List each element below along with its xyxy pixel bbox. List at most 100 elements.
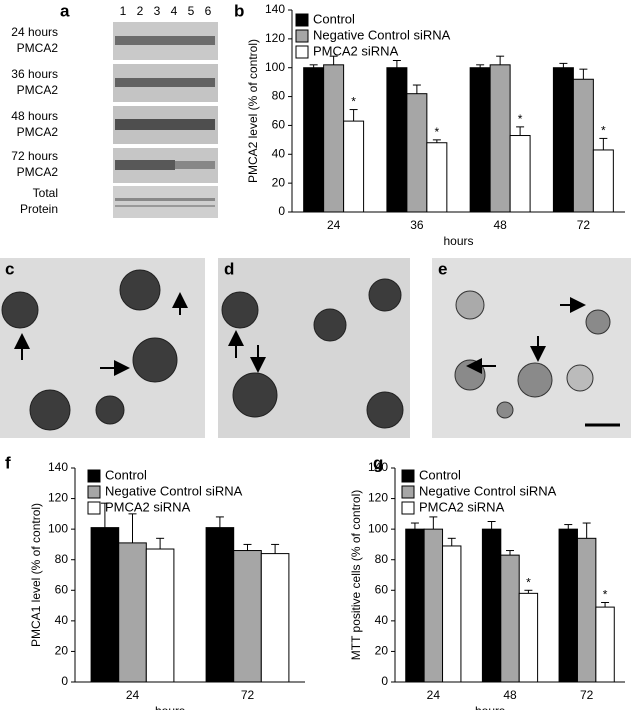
row-label: Protein [20,202,58,216]
lane-label: 1 [120,4,127,18]
y-axis-label: PMCA1 level (% of control) [29,503,43,647]
x-tick-label: 72 [241,688,255,702]
x-tick-label: 48 [493,218,507,232]
row-label: PMCA2 [17,165,59,179]
legend-label: Control [419,467,461,482]
y-tick-label: 60 [272,118,286,132]
row-label: PMCA2 [17,83,59,97]
y-tick-label: 80 [55,552,69,566]
y-axis-label: MTT positive cells (% of control) [349,490,363,661]
bar [205,527,235,683]
x-tick-label: 24 [126,688,140,702]
legend-swatch [401,485,415,499]
significance-mark: * [351,95,356,109]
lane-label: 6 [205,4,212,18]
lane-label: 3 [154,4,161,18]
x-tick-label: 24 [327,218,341,232]
legend-label: Negative Control siRNA [419,483,557,498]
y-tick-label: 140 [265,2,285,16]
bar [489,64,511,213]
legend-label: PMCA2 siRNA [313,43,399,58]
legend-label: Control [313,11,355,26]
x-tick-label: 48 [503,688,517,702]
panel-letter: e [438,259,447,278]
panel-letter: g [373,453,383,472]
panel-letter: f [5,453,11,472]
y-tick-label: 20 [55,644,69,658]
legend-swatch [87,501,101,515]
bar [595,606,615,683]
legend-swatch [295,13,309,27]
y-tick-label: 80 [375,552,389,566]
y-tick-label: 0 [278,204,285,218]
row-label: PMCA2 [17,125,59,139]
bar [118,542,147,683]
significance-mark: * [601,124,606,138]
y-tick-label: 120 [48,491,68,505]
x-tick-label: 36 [410,218,424,232]
bar [303,67,325,213]
y-tick-label: 20 [272,175,286,189]
bar [558,528,578,683]
row-label: 24 hours [11,25,58,39]
bar [323,64,345,213]
significance-mark: * [526,575,531,589]
bar [481,528,502,683]
row-label: 48 hours [11,109,58,123]
bar [90,527,120,683]
bar [343,120,365,213]
y-tick-label: 120 [265,31,285,45]
significance-mark: * [435,125,440,139]
legend-swatch [295,45,309,59]
bar [592,149,614,213]
legend-label: PMCA2 siRNA [105,499,191,514]
bar [572,78,594,213]
bar [442,545,462,683]
legend-swatch [401,501,415,515]
legend-label: PMCA2 siRNA [419,499,505,514]
y-tick-label: 40 [272,146,286,160]
y-tick-label: 0 [381,674,388,688]
bar [426,142,448,213]
significance-mark: * [518,112,523,126]
blot-images [113,22,218,218]
bar [145,548,175,683]
legend-label: Negative Control siRNA [105,483,243,498]
row-label: 36 hours [11,67,58,81]
y-tick-label: 100 [368,521,388,535]
y-tick-label: 60 [55,582,69,596]
y-tick-label: 140 [368,460,388,474]
bar [509,135,531,213]
y-tick-label: 120 [368,491,388,505]
bar [500,554,520,683]
y-tick-label: 100 [265,60,285,74]
legend-swatch [87,469,101,483]
x-axis-label: hours [443,234,473,248]
panel-letter: d [224,259,234,278]
row-label: Total [33,186,58,200]
legend-swatch [295,29,309,43]
bar [405,528,425,683]
lane-label: 4 [171,4,178,18]
lane-label: 5 [188,4,195,18]
row-label: 72 hours [11,149,58,163]
bar [260,553,290,683]
y-tick-label: 60 [375,582,389,596]
y-tick-label: 40 [55,613,69,627]
y-tick-label: 40 [375,613,389,627]
legend-label: Negative Control siRNA [313,27,451,42]
bar [552,67,574,213]
y-tick-label: 0 [61,674,68,688]
bar [576,537,597,683]
y-tick-label: 20 [375,644,389,658]
x-axis-label: hours [155,704,185,710]
panel-letter: a [60,1,70,20]
y-tick-label: 140 [48,460,68,474]
bar [233,550,262,683]
micrographs [0,258,631,438]
legend-label: Control [105,467,147,482]
significance-mark: * [603,588,608,602]
x-tick-label: 72 [577,218,591,232]
y-tick-label: 100 [48,521,68,535]
